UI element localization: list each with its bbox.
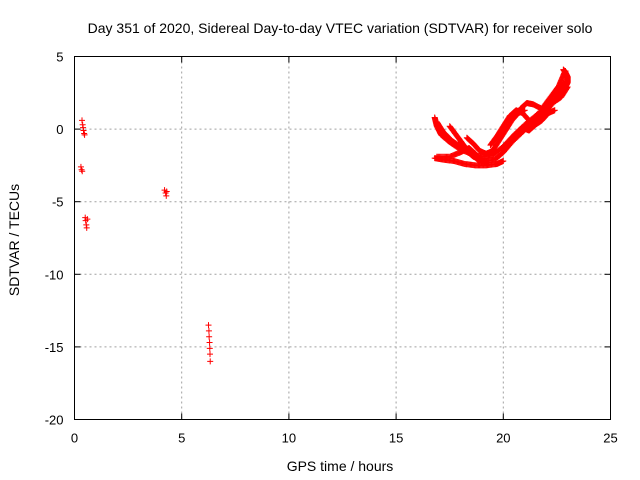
x-axis-label: GPS time / hours [287, 458, 394, 474]
data-point [84, 216, 91, 223]
chart-title: Day 351 of 2020, Sidereal Day-to-day VTE… [88, 20, 593, 36]
x-tick-label: 10 [282, 431, 296, 446]
data-points [77, 66, 571, 365]
y-tick-label: -10 [45, 267, 64, 282]
data-point [80, 127, 87, 134]
data-point [206, 333, 213, 340]
data-point [206, 339, 213, 346]
data-point [206, 345, 213, 352]
y-axis-label: SDTVAR / TECUs [6, 184, 22, 296]
x-tick-label: 5 [178, 431, 185, 446]
y-tick-label: -5 [52, 195, 64, 210]
data-point [205, 322, 212, 329]
data-point [207, 351, 214, 358]
data-point [500, 158, 507, 165]
data-point [162, 189, 169, 196]
data-point [485, 159, 492, 166]
data-point [81, 131, 88, 138]
data-point [77, 163, 84, 170]
x-tick-label: 20 [496, 431, 510, 446]
data-point [560, 66, 567, 73]
y-tick-label: -15 [45, 340, 64, 355]
data-point [78, 166, 85, 173]
x-tick-label: 0 [71, 431, 78, 446]
data-point [163, 188, 170, 195]
data-point [83, 224, 90, 231]
y-tick-label: 0 [56, 122, 63, 137]
axis-ticks: 0 5 10 15 20 25 5 0 -5 -10 -15 -20 [45, 50, 618, 446]
data-point [79, 168, 86, 175]
data-point [205, 327, 212, 334]
x-tick-label: 15 [389, 431, 403, 446]
plot-frame [74, 56, 611, 420]
data-point [551, 107, 558, 114]
y-tick-label: 5 [56, 50, 63, 65]
grid-lines [74, 56, 611, 420]
x-tick-label: 25 [603, 431, 617, 446]
data-point [79, 117, 86, 124]
data-point [207, 358, 214, 365]
y-tick-label: -20 [45, 413, 64, 428]
